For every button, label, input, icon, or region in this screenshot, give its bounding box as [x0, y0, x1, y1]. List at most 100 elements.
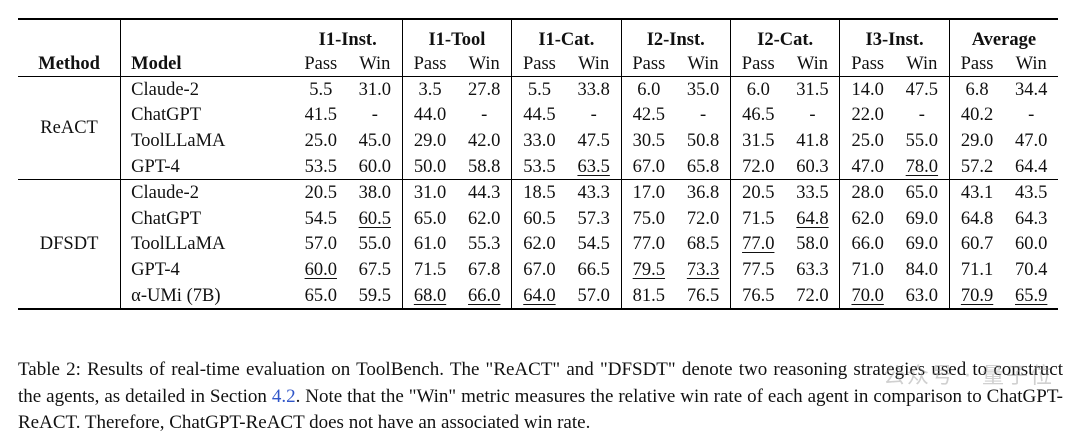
win-value-cell: 57.0: [566, 282, 622, 310]
pass-value-cell: 14.0: [851, 79, 884, 100]
table-row: α-UMi (7B) 65.0 59.5 68.0 66.0 64.0 57.0 81.5 76…: [18, 282, 1058, 310]
model-cell: ChatGPT: [131, 208, 202, 229]
model-cell: Claude-2: [131, 79, 199, 100]
model-cell: ChatGPT: [131, 105, 202, 126]
pass-value-cell: 57.0: [304, 234, 337, 255]
pass-value-cell: 42.5: [632, 105, 666, 126]
win-value-cell: 44.3: [457, 179, 513, 206]
pass-value-cell: 29.0: [413, 130, 447, 151]
pass-value-cell: 20.5: [304, 183, 337, 204]
pass-value-cell: 18.5: [523, 183, 556, 204]
win-value-cell: 54.5: [566, 231, 622, 258]
table-row: GPT-4 53.5 60.0 50.0 58.8 53.5 63.5 67.0 65.8 72.…: [18, 153, 1058, 180]
pass-subheader: Pass: [960, 54, 994, 74]
pass-value-cell: 5.5: [527, 79, 551, 100]
method-cell: ReACT: [18, 76, 122, 180]
pass-value-cell: 81.5: [632, 285, 666, 306]
win-value-cell: 64.8: [785, 205, 841, 232]
win-value-cell: 35.0: [676, 76, 731, 103]
model-cell: GPT-4: [131, 259, 180, 280]
win-value-cell: 59.5: [347, 282, 403, 310]
win-value-cell: 42.0: [457, 128, 513, 154]
pass-value-cell: 64.0: [523, 285, 556, 306]
pass-value-cell: 70.9: [960, 285, 994, 306]
win-subheader: Win: [785, 52, 841, 77]
win-value-cell: 31.0: [347, 76, 403, 103]
win-value-cell: -: [1028, 105, 1035, 126]
win-value-cell: 60.0: [347, 153, 403, 180]
pass-value-cell: 67.0: [632, 156, 666, 177]
win-value-cell: 47.5: [894, 76, 950, 103]
win-value-cell: 63.0: [894, 282, 950, 310]
win-value-cell: 64.3: [1015, 208, 1048, 229]
pass-value-cell: 70.0: [851, 285, 884, 306]
group-header-i2-inst: I2-Inst.: [621, 19, 731, 52]
pass-value-cell: 77.0: [742, 234, 775, 255]
group-header-i1-cat: I1-Cat.: [511, 19, 622, 52]
model-cell: Claude-2: [131, 183, 199, 204]
pass-value-cell: 46.5: [742, 105, 775, 126]
pass-value-cell: 22.0: [851, 105, 884, 126]
pass-value-cell: 64.8: [960, 208, 994, 229]
pass-value-cell: 53.5: [304, 156, 337, 177]
pass-value-cell: 25.0: [851, 130, 884, 151]
watermark: 公众号 · 量子位: [883, 364, 1054, 389]
win-value-cell: 64.4: [1015, 156, 1048, 177]
pass-value-cell: 72.0: [742, 156, 775, 177]
win-value-cell: 43.5: [1015, 183, 1048, 204]
pass-subheader: Pass: [741, 54, 775, 74]
pass-value-cell: 75.0: [632, 208, 666, 229]
pass-value-cell: 71.5: [742, 208, 775, 229]
pass-value-cell: 71.5: [413, 259, 447, 280]
win-value-cell: 65.8: [676, 153, 731, 180]
win-subheader: Win: [347, 52, 403, 77]
pass-value-cell: 3.5: [418, 79, 442, 100]
table-row: ToolLLaMA 57.0 55.0 61.0 55.3 62.0 54.5 77.0 68.…: [18, 231, 1058, 258]
model-cell: ToolLLaMA: [131, 130, 226, 151]
win-subheader: Win: [676, 52, 731, 77]
group-header-i2-cat: I2-Cat.: [730, 19, 841, 52]
win-value-cell: 55.0: [894, 128, 950, 154]
win-value-cell: 47.0: [1015, 130, 1048, 151]
win-value-cell: 47.5: [566, 128, 622, 154]
win-value-cell: 62.0: [457, 205, 513, 232]
pass-value-cell: 40.2: [960, 105, 994, 126]
pass-value-cell: 20.5: [742, 183, 775, 204]
win-value-cell: 34.4: [1015, 79, 1048, 100]
win-value-cell: 67.8: [457, 257, 513, 283]
group-header-average: Average: [971, 30, 1037, 50]
win-value-cell: 63.5: [566, 153, 622, 180]
pass-value-cell: 44.0: [413, 105, 447, 126]
pass-value-cell: 66.0: [851, 234, 884, 255]
pass-value-cell: 77.5: [742, 259, 775, 280]
pass-value-cell: 47.0: [851, 156, 884, 177]
win-value-cell: 33.5: [785, 179, 841, 206]
pass-value-cell: 71.1: [960, 259, 994, 280]
win-value-cell: -: [566, 102, 622, 129]
pass-value-cell: 76.5: [742, 285, 775, 306]
group-header-i1-inst: I1-Inst.: [293, 19, 403, 52]
method-cell: DFSDT: [18, 179, 122, 310]
pass-value-cell: 29.0: [960, 130, 994, 151]
win-value-cell: 43.3: [566, 179, 622, 206]
group-header-i3-inst: I3-Inst.: [839, 19, 950, 52]
pass-value-cell: 31.5: [742, 130, 775, 151]
win-value-cell: 72.0: [785, 282, 841, 310]
method-header: Method: [18, 19, 122, 77]
section-reference-link[interactable]: 4.2: [271, 385, 296, 407]
pass-value-cell: 44.5: [523, 105, 556, 126]
table-row: DFSDT Claude-2 20.5 38.0 31.0 44.3 18.5 43.3 17.…: [18, 179, 1058, 310]
subheader-row: Pass Win Pass Win Pass Win Pass Win Pass Win Pass W…: [18, 52, 1058, 77]
pass-value-cell: 60.5: [523, 208, 556, 229]
table-row: ToolLLaMA 25.0 45.0 29.0 42.0 33.0 47.5 30.5 50.…: [18, 128, 1058, 154]
pass-value-cell: 67.0: [523, 259, 556, 280]
win-value-cell: -: [894, 102, 950, 129]
win-value-cell: 84.0: [894, 257, 950, 283]
pass-subheader: Pass: [413, 54, 447, 74]
win-value-cell: 55.0: [347, 231, 403, 258]
win-value-cell: 66.0: [457, 282, 513, 310]
pass-subheader: Pass: [304, 54, 338, 74]
win-value-cell: -: [676, 102, 731, 129]
pass-value-cell: 6.0: [746, 79, 770, 100]
model-cell: GPT-4: [131, 156, 180, 177]
